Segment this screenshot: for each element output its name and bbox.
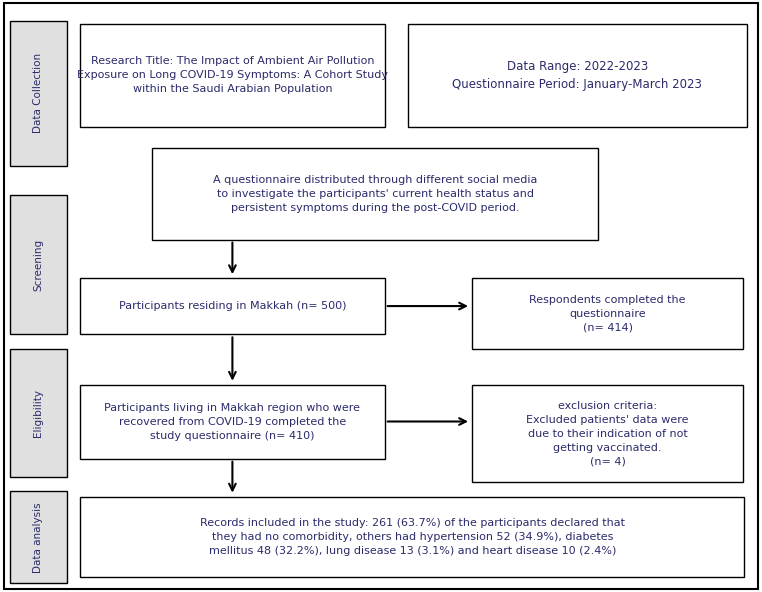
Text: exclusion criteria:
Excluded patients' data were
due to their indication of not
: exclusion criteria: Excluded patients' d… — [527, 401, 689, 466]
FancyBboxPatch shape — [408, 24, 747, 127]
FancyBboxPatch shape — [10, 195, 67, 334]
Text: Research Title: The Impact of Ambient Air Pollution
Exposure on Long COVID-19 Sy: Research Title: The Impact of Ambient Ai… — [77, 56, 388, 95]
Text: Data analysis: Data analysis — [34, 502, 43, 572]
FancyBboxPatch shape — [152, 148, 598, 240]
FancyBboxPatch shape — [80, 385, 385, 459]
FancyBboxPatch shape — [4, 3, 758, 589]
FancyBboxPatch shape — [472, 385, 743, 482]
Text: Eligibility: Eligibility — [34, 389, 43, 437]
Text: Screening: Screening — [34, 239, 43, 291]
Text: Data Collection: Data Collection — [34, 53, 43, 133]
Text: Participants living in Makkah region who were
recovered from COVID-19 completed : Participants living in Makkah region who… — [104, 403, 360, 441]
Text: Participants residing in Makkah (n= 500): Participants residing in Makkah (n= 500) — [119, 301, 346, 311]
FancyBboxPatch shape — [472, 278, 743, 349]
Text: Respondents completed the
questionnaire
(n= 414): Respondents completed the questionnaire … — [530, 295, 686, 333]
FancyBboxPatch shape — [10, 491, 67, 583]
FancyBboxPatch shape — [80, 497, 744, 577]
Text: A questionnaire distributed through different social media
to investigate the pa: A questionnaire distributed through diff… — [213, 175, 537, 213]
FancyBboxPatch shape — [80, 24, 385, 127]
FancyBboxPatch shape — [10, 21, 67, 166]
FancyBboxPatch shape — [80, 278, 385, 334]
FancyBboxPatch shape — [10, 349, 67, 477]
Text: Records included in the study: 261 (63.7%) of the participants declared that
the: Records included in the study: 261 (63.7… — [200, 518, 625, 556]
Text: Data Range: 2022-2023
Questionnaire Period: January-March 2023: Data Range: 2022-2023 Questionnaire Peri… — [453, 60, 702, 91]
